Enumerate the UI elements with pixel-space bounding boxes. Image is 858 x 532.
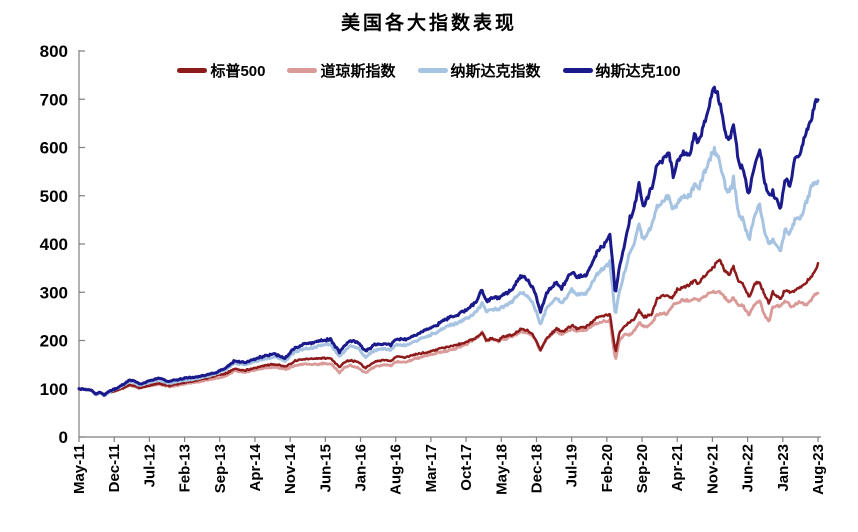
x-tick-label: Feb-20 xyxy=(599,444,616,492)
x-tick-label: Mar-17 xyxy=(423,444,440,492)
chart-title: 美国各大指数表现 xyxy=(340,13,517,34)
x-tick-label: May-11 xyxy=(71,444,88,494)
x-tick-label: Apr-21 xyxy=(669,444,686,492)
y-tick-label: 600 xyxy=(40,139,68,158)
x-tick-label: Dec-11 xyxy=(106,444,123,492)
x-tick-label: Nov-21 xyxy=(704,444,721,494)
legend-swatch-nasdaq xyxy=(417,68,448,73)
x-tick-label: Sep-13 xyxy=(212,444,229,493)
series-line-nasdaq xyxy=(77,145,820,398)
y-tick-label: 700 xyxy=(40,90,68,109)
legend-swatch-nasdaq100 xyxy=(562,68,593,73)
legend-item-sp500: 标普500 xyxy=(177,60,265,81)
x-tick-label: Oct-17 xyxy=(458,444,475,491)
x-tick-label: Aug-16 xyxy=(388,444,405,495)
tick-labels: 0 100 200 300 400 500 600 700 800 May-11 Dec-11 Jul… xyxy=(40,42,827,495)
x-tick-label: Nov-14 xyxy=(282,443,299,494)
x-tick-label: Jun-15 xyxy=(317,444,334,492)
legend-swatch-sp500 xyxy=(177,68,208,73)
x-tick-label: Jan-23 xyxy=(775,444,792,492)
legend-swatch-dowjones xyxy=(287,68,318,73)
y-tick-label: 400 xyxy=(40,235,68,254)
legend-item-dowjones: 道琼斯指数 xyxy=(287,60,396,81)
y-tick-label: 0 xyxy=(59,428,68,447)
y-tick-label: 300 xyxy=(40,283,68,302)
x-tick-label: Dec-18 xyxy=(528,444,545,493)
x-tick-label: Feb-13 xyxy=(177,444,194,492)
legend-label-nasdaq: 纳斯达克指数 xyxy=(450,63,541,80)
legend-label-sp500: 标普500 xyxy=(210,63,266,80)
x-tick-label: Jul-19 xyxy=(564,444,581,487)
x-tick-label: Apr-14 xyxy=(247,443,264,491)
x-tick-label: Jan-16 xyxy=(353,444,370,492)
y-tick-label: 500 xyxy=(40,187,68,206)
legend-item-nasdaq100: 纳斯达克100 xyxy=(562,60,681,81)
legend-item-nasdaq: 纳斯达克指数 xyxy=(417,60,541,81)
chart-legend: 标普500 道琼斯指数 纳斯达克指数 纳斯达克100 xyxy=(0,60,858,81)
legend-label-dowjones: 道琼斯指数 xyxy=(320,63,396,80)
x-tick-label: Aug-23 xyxy=(810,444,827,495)
x-tick-label: May-18 xyxy=(493,444,510,495)
y-tick-label: 800 xyxy=(40,42,68,61)
series-lines xyxy=(77,85,820,398)
y-tick-label: 100 xyxy=(40,380,68,399)
series-line-nasdaq100 xyxy=(77,85,820,397)
x-tick-label: Jul-12 xyxy=(141,444,158,487)
series-line-sp500 xyxy=(77,258,820,398)
legend-label-nasdaq100: 纳斯达克100 xyxy=(595,63,681,80)
x-tick-label: Jun-22 xyxy=(740,444,757,492)
y-tick-label: 200 xyxy=(40,332,68,351)
series-line-dowjones xyxy=(77,289,820,396)
x-tick-label: Sep-20 xyxy=(634,444,651,493)
